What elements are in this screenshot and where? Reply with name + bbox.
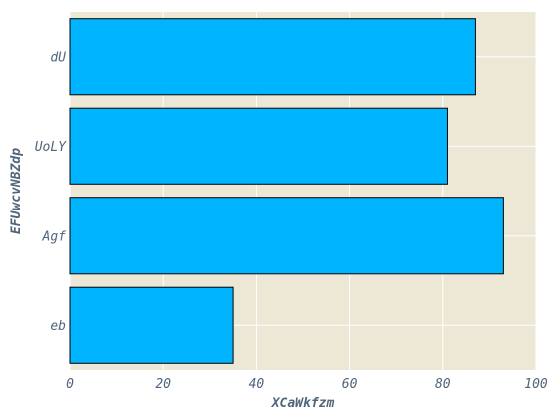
x-tick-label: 60 bbox=[342, 377, 358, 392]
y-tick-label: UoLY bbox=[35, 140, 67, 155]
y-tick-label: eb bbox=[50, 319, 66, 334]
y-axis-title: EFUwcvNBZdp bbox=[9, 148, 24, 234]
y-tick-label: dU bbox=[50, 50, 66, 65]
y-axis-ticks: eb Agf UoLY dU bbox=[35, 50, 67, 334]
x-tick-label: 80 bbox=[435, 377, 451, 392]
bar-agf bbox=[69, 197, 504, 275]
bars bbox=[69, 18, 504, 364]
bar-eb bbox=[69, 286, 234, 364]
bar-uoly bbox=[69, 107, 448, 185]
x-tick-label: 100 bbox=[524, 377, 548, 392]
x-axis-title: XCaWkfzm bbox=[271, 396, 335, 411]
x-tick-label: 20 bbox=[155, 377, 171, 392]
x-tick-label: 40 bbox=[249, 377, 265, 392]
x-tick-label: 0 bbox=[66, 377, 74, 392]
y-tick-label: Agf bbox=[42, 229, 67, 244]
x-axis-ticks: 0 20 40 60 80 100 bbox=[66, 377, 548, 392]
bar-du bbox=[69, 18, 476, 96]
